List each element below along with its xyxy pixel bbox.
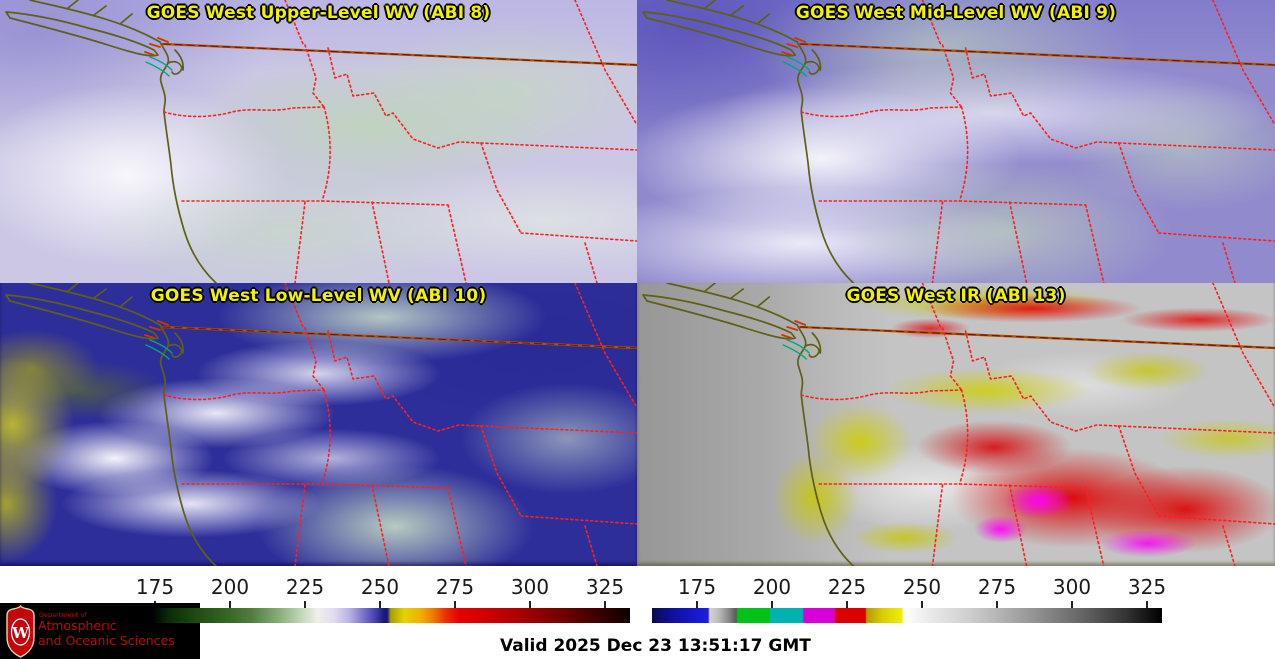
tick-label: 275 <box>977 575 1017 599</box>
tick-mark <box>920 601 923 608</box>
tick-mark <box>229 601 231 608</box>
tick-label: 250 <box>360 575 400 599</box>
logo-name-line2: and Oceanic Sciences <box>38 633 175 648</box>
panel-low-level-wv: GOES West Low-Level WV (ABI 10) <box>0 283 637 566</box>
tick-label: 275 <box>435 575 475 599</box>
tick-mark <box>378 601 381 608</box>
tick-mark <box>454 601 457 608</box>
colorbar-water-vapor <box>105 608 630 623</box>
logo-name-line1: Atmospheric <box>38 618 117 633</box>
tick-mark <box>1146 601 1148 608</box>
valid-timestamp: Valid 2025 Dec 23 13:51:17 GMT <box>500 636 811 656</box>
tick-mark <box>1070 601 1073 608</box>
tick-label: 200 <box>210 575 250 599</box>
colorbar-infrared <box>652 608 1162 623</box>
tick-mark <box>846 601 849 608</box>
tick-mark <box>304 601 307 608</box>
uw-crest-icon: W <box>6 605 35 658</box>
panel-mid-level-wv: GOES West Mid-Level WV (ABI 9) <box>637 0 1275 283</box>
tick-label: 325 <box>585 575 625 599</box>
panel-upper-level-wv: GOES West Upper-Level WV (ABI 8) <box>0 0 637 283</box>
tick-label: 175 <box>677 575 717 599</box>
tick-label: 300 <box>510 575 550 599</box>
tick-label: 325 <box>1127 575 1167 599</box>
tick-label: 225 <box>827 575 867 599</box>
tick-mark <box>528 601 531 608</box>
tick-mark <box>695 601 698 608</box>
tick-label: 300 <box>1052 575 1092 599</box>
tick-mark <box>604 601 606 608</box>
panel-ir: GOES West IR (ABI 13) <box>637 283 1275 566</box>
tick-label: 200 <box>752 575 792 599</box>
svg-text:W: W <box>11 624 30 642</box>
satellite-panel-grid: GOES West Upper-Level WV (ABI 8) GOES We… <box>0 0 1275 566</box>
footer-strip: W Department of Atmospheric and Oceanic … <box>0 566 1275 659</box>
tick-label: 175 <box>135 575 175 599</box>
tick-label: 225 <box>285 575 325 599</box>
logo-dept-text: Department of <box>39 611 87 619</box>
tick-label: 250 <box>902 575 942 599</box>
tick-mark <box>771 601 773 608</box>
tick-mark <box>996 601 998 608</box>
